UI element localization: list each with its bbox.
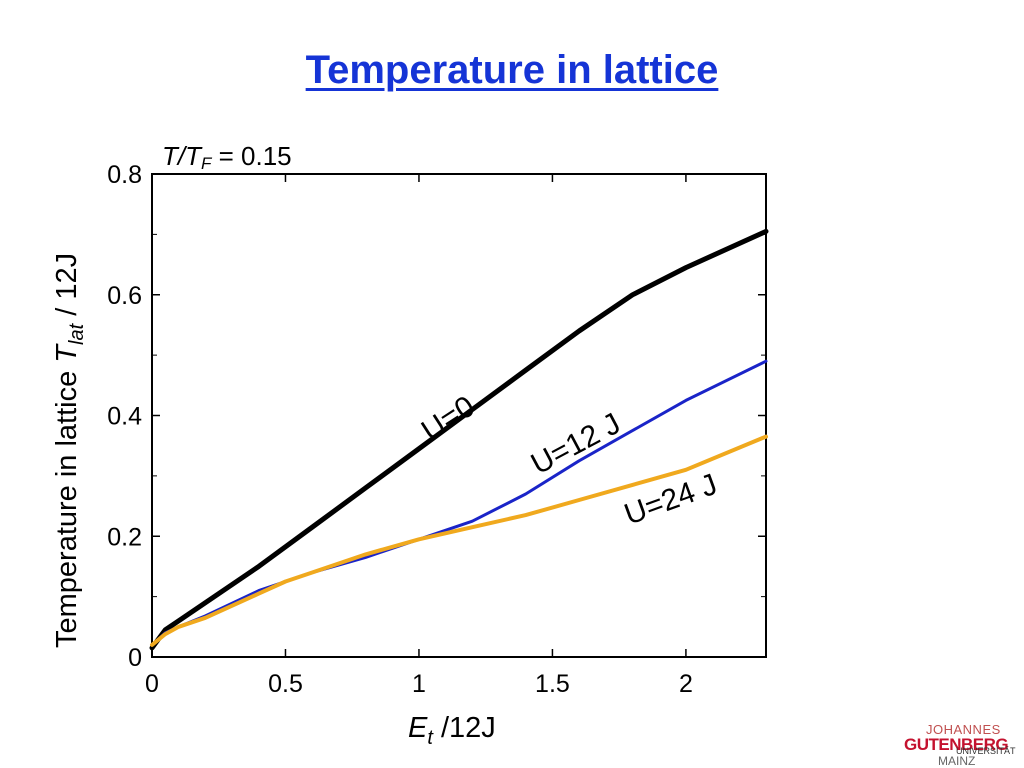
x-tick-label: 1 (412, 670, 426, 698)
x-tick-label: 0.5 (268, 670, 303, 698)
x-tick-label: 1.5 (535, 670, 570, 698)
temperature-ratio-annotation: T/TF = 0.15 (162, 141, 292, 173)
slide-title: Temperature in lattice (305, 48, 719, 92)
axis-ticks: 0 0.5 1 1.5 2 0 0.2 0.4 0.6 0.8 (107, 161, 766, 698)
y-axis-label: Temperature in lattice Tlat / 12J (51, 253, 88, 648)
y-tick-label: 0.8 (107, 161, 142, 189)
y-tick-label: 0.6 (107, 282, 142, 310)
y-tick-label: 0.2 (107, 523, 142, 551)
x-tick-label: 0 (145, 670, 159, 698)
university-logo: JOHANNES GUTENBERG UNIVERSITÄT MAINZ (904, 722, 1016, 768)
x-tick-label: 2 (679, 670, 693, 698)
series-label-u24: U=24 J (620, 468, 721, 532)
series-line-u-0 (149, 228, 769, 651)
series-lines (149, 228, 769, 651)
y-tick-label: 0 (128, 644, 142, 672)
x-axis-label: Et /12J (408, 712, 496, 749)
y-tick-label: 0.4 (107, 403, 142, 431)
series-label-u12: U=12 J (526, 407, 626, 481)
series-line-u-24-j (150, 434, 768, 647)
series-label-u0: U=0 (416, 390, 481, 448)
